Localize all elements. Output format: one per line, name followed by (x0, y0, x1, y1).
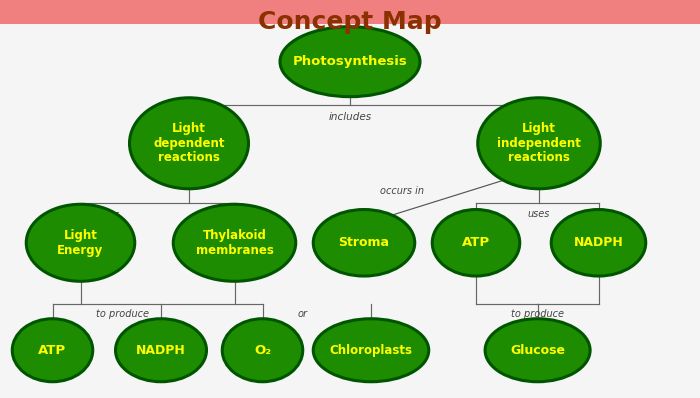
Text: includes: includes (328, 112, 372, 123)
Text: Light
Energy: Light Energy (57, 229, 104, 257)
Text: occurs in: occurs in (381, 186, 424, 196)
Text: Photosynthesis: Photosynthesis (293, 55, 407, 68)
Text: to produce: to produce (96, 309, 149, 320)
Ellipse shape (433, 209, 519, 276)
Ellipse shape (552, 209, 645, 276)
Text: Stroma: Stroma (339, 236, 389, 249)
Ellipse shape (280, 27, 420, 97)
Ellipse shape (314, 209, 414, 276)
Text: NADPH: NADPH (136, 344, 186, 357)
Text: occur in: occur in (208, 210, 247, 220)
Text: Chloroplasts: Chloroplasts (330, 344, 412, 357)
Text: uses: uses (97, 210, 120, 220)
Text: NADPH: NADPH (573, 236, 624, 249)
Ellipse shape (485, 319, 590, 382)
Text: uses: uses (528, 209, 550, 219)
Ellipse shape (314, 319, 428, 382)
Text: O₂: O₂ (254, 344, 271, 357)
Ellipse shape (130, 98, 248, 189)
Text: ATP: ATP (38, 344, 66, 357)
Ellipse shape (27, 204, 134, 281)
Text: Thylakoid
membranes: Thylakoid membranes (195, 229, 274, 257)
Ellipse shape (223, 319, 302, 382)
Text: or: or (298, 309, 307, 320)
Ellipse shape (174, 204, 295, 281)
Bar (0, 0, 700, 24)
Text: to produce: to produce (511, 309, 564, 320)
Text: ATP: ATP (462, 236, 490, 249)
Ellipse shape (116, 319, 206, 382)
Ellipse shape (13, 319, 92, 382)
Ellipse shape (477, 98, 601, 189)
Text: Glucose: Glucose (510, 344, 565, 357)
Text: Light
independent
reactions: Light independent reactions (497, 122, 581, 164)
Text: Light
dependent
reactions: Light dependent reactions (153, 122, 225, 164)
Text: Concept Map: Concept Map (258, 10, 442, 34)
